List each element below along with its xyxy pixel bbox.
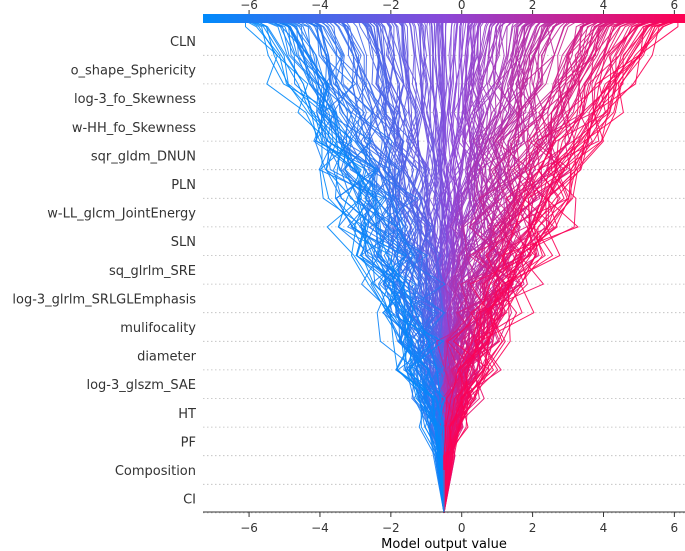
x-tick-label-top: 6: [671, 0, 679, 12]
feature-label: log-3_fo_Skewness: [74, 92, 196, 107]
decision-line: [283, 19, 448, 513]
decision-line: [443, 19, 641, 513]
decision-line: [246, 19, 445, 513]
decision-line: [443, 19, 679, 513]
feature-label: SLN: [171, 235, 196, 250]
feature-label: w-HH_fo_Skewness: [72, 121, 196, 136]
decision-line: [252, 19, 445, 513]
decision-line: [245, 20, 445, 513]
decision-line: [443, 19, 676, 513]
feature-label: CLN: [170, 35, 196, 50]
feature-label: PLN: [171, 178, 196, 193]
decision-line: [443, 19, 649, 513]
decision-line: [317, 19, 447, 513]
decision-line: [443, 19, 628, 513]
decision-line: [443, 19, 642, 513]
x-tick-label-top: 2: [529, 0, 537, 12]
x-tick-label-top: −2: [382, 0, 400, 12]
feature-label: CI: [183, 493, 196, 508]
decision-line: [443, 20, 679, 513]
colorbar-strip: [203, 14, 685, 23]
colorbar: [203, 14, 685, 23]
feature-label: sq_glrlm_SRE: [109, 264, 196, 279]
x-tick-label-top: −4: [311, 0, 329, 12]
feature-labels: CLN o_shape_Sphericity log-3_fo_Skewness w-…: [12, 35, 196, 508]
decision-line: [253, 19, 445, 513]
feature-label: mulifocality: [120, 321, 196, 336]
x-tick-label: 2: [529, 521, 537, 535]
x-tick-label: −4: [311, 521, 329, 535]
decision-line: [267, 19, 445, 513]
feature-label: HT: [178, 407, 196, 422]
decision-line: [443, 19, 675, 513]
feature-label: Composition: [115, 464, 196, 479]
decision-line: [443, 19, 673, 513]
x-tick-label: −6: [240, 521, 258, 535]
decision-line: [443, 19, 666, 513]
decision-line: [443, 19, 681, 513]
decision-line: [443, 19, 664, 513]
feature-label: log-3_glrlm_SRLGLEmphasis: [12, 292, 196, 307]
feature-label: o_shape_Sphericity: [71, 64, 197, 79]
x-tick-label: 0: [458, 521, 466, 535]
decision-line: [443, 19, 667, 513]
x-axis: −6 −6 −4 −4 −2 −2 0 0 2 2 4 4 6 6: [203, 0, 685, 535]
x-tick-label: −2: [382, 521, 400, 535]
decision-line: [246, 19, 445, 513]
feature-label: sqr_gldm_DNUN: [91, 149, 196, 164]
x-tick-label-top: 0: [458, 0, 466, 12]
x-tick-label-top: 4: [600, 0, 608, 12]
decision-line: [443, 19, 642, 513]
x-tick-label-top: −6: [240, 0, 258, 12]
feature-label: log-3_glszm_SAE: [86, 378, 196, 393]
feature-label: diameter: [137, 350, 197, 365]
feature-label: PF: [181, 435, 196, 450]
decision-line: [243, 19, 445, 513]
x-tick-label: 6: [671, 521, 679, 535]
x-tick-label: 4: [600, 521, 608, 535]
x-axis-title: Model output value: [381, 537, 507, 551]
feature-label: w-LL_glcm_JointEnergy: [47, 207, 196, 222]
decision-lines: [243, 19, 681, 513]
decision-line: [443, 19, 653, 513]
